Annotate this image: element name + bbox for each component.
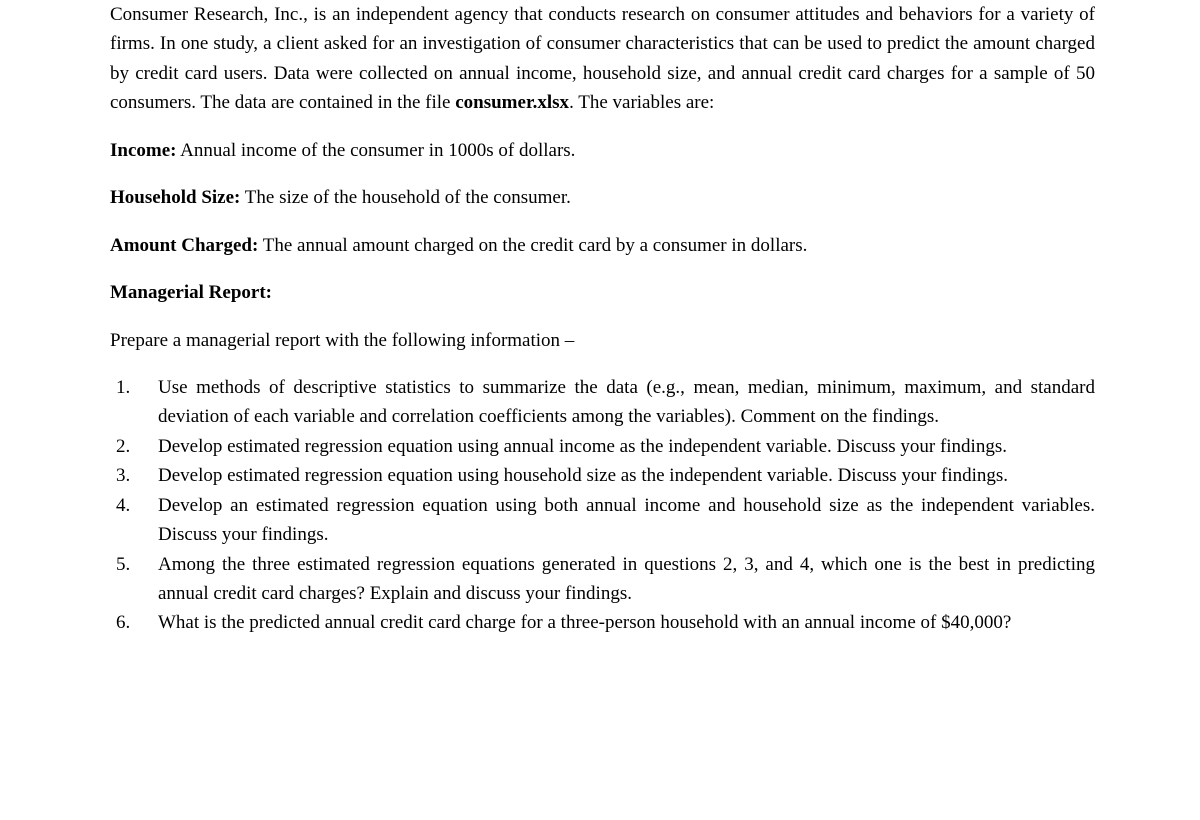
intro-paragraph: Consumer Research, Inc., is an independe… bbox=[110, 0, 1095, 118]
variable-definition: Household Size: The size of the househol… bbox=[110, 183, 1095, 212]
list-item: Among the three estimated regression equ… bbox=[110, 550, 1095, 609]
variable-definition: Income: Annual income of the consumer in… bbox=[110, 136, 1095, 165]
variable-label: Household Size: bbox=[110, 187, 240, 208]
list-item: What is the predicted annual credit card… bbox=[110, 608, 1095, 637]
list-item: Develop estimated regression equation us… bbox=[110, 432, 1095, 461]
variable-description: The size of the household of the consume… bbox=[240, 187, 571, 208]
list-item: Develop an estimated regression equation… bbox=[110, 491, 1095, 550]
variable-definition: Amount Charged: The annual amount charge… bbox=[110, 231, 1095, 260]
report-list: Use methods of descriptive statistics to… bbox=[110, 373, 1095, 638]
list-item: Use methods of descriptive statistics to… bbox=[110, 373, 1095, 432]
prepare-line: Prepare a managerial report with the fol… bbox=[110, 326, 1095, 355]
intro-filename: consumer.xlsx bbox=[455, 92, 569, 113]
intro-text-after: . The variables are: bbox=[569, 92, 714, 113]
variable-label: Amount Charged: bbox=[110, 235, 258, 256]
section-heading: Managerial Report: bbox=[110, 278, 1095, 307]
variable-label: Income: bbox=[110, 140, 176, 161]
list-item: Develop estimated regression equation us… bbox=[110, 461, 1095, 490]
variable-description: The annual amount charged on the credit … bbox=[258, 235, 807, 256]
variable-description: Annual income of the consumer in 1000s o… bbox=[176, 140, 575, 161]
